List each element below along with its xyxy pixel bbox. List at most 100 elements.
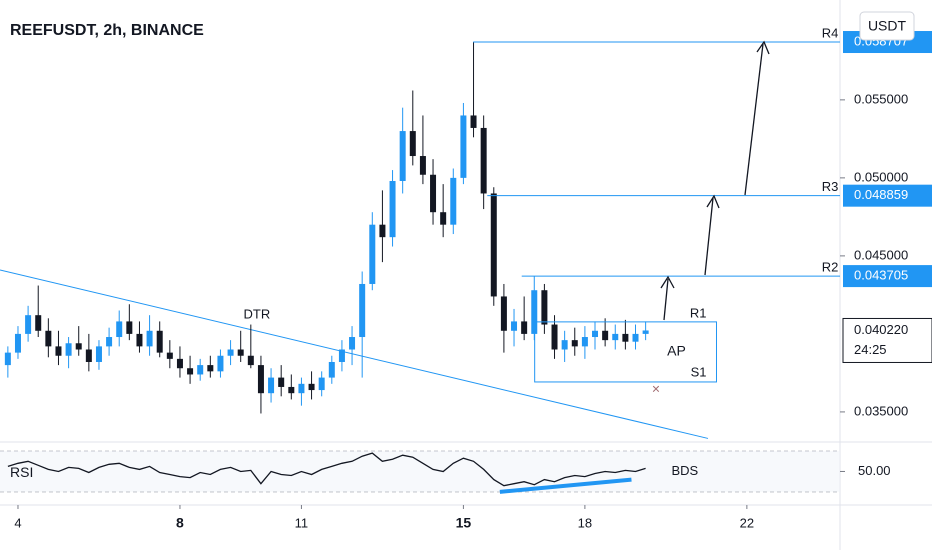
candle-body: [419, 156, 426, 175]
arrow-head: [660, 275, 675, 289]
candle-body: [14, 333, 21, 353]
level-price-label: 0.043705: [854, 268, 908, 283]
projection-arrows: [660, 40, 770, 321]
candle-body: [602, 330, 609, 341]
candle-body: [85, 349, 92, 362]
box-bottom-label: S1: [691, 364, 707, 379]
candle-body: [45, 330, 52, 347]
y-tick-label: 0.035000: [854, 403, 908, 418]
countdown-label: 24:25: [854, 342, 887, 357]
level-name: R2: [822, 260, 839, 275]
trendline: [0, 269, 709, 439]
candle-body: [399, 131, 406, 181]
candle-body: [531, 290, 538, 334]
candle-body: [166, 352, 173, 359]
candle-body: [470, 115, 477, 128]
candle-body: [308, 383, 315, 391]
x-tick-label: 15: [456, 515, 472, 531]
level-price-box: [843, 184, 932, 207]
candle-body: [521, 321, 528, 334]
arrow-head: [706, 194, 720, 209]
rsi-name: RSI: [10, 464, 33, 480]
candle-body: [511, 321, 518, 331]
y-tick-label: 0.055000: [854, 91, 908, 106]
candle-body: [622, 333, 629, 342]
divergence-line: [499, 477, 632, 494]
candle-body: [430, 174, 437, 213]
candle-body: [551, 324, 558, 350]
candle-body: [237, 349, 244, 356]
rsi-band-fill: [0, 451, 840, 492]
candle-body: [268, 377, 275, 394]
candle-body: [187, 368, 194, 375]
candle-body: [541, 290, 548, 325]
candle-body: [612, 333, 619, 341]
candle-body: [95, 346, 102, 362]
candle-body: [176, 358, 183, 369]
arrow-head: [756, 40, 770, 55]
candle-body: [592, 330, 599, 338]
candle-body: [349, 337, 356, 350]
candle-body: [642, 330, 649, 334]
candle-body: [35, 315, 42, 331]
arrow: [704, 197, 714, 276]
candle-body: [581, 337, 588, 347]
candle-body: [450, 177, 457, 225]
level-name: R3: [822, 179, 839, 194]
x-tick-label: 4: [14, 515, 21, 530]
x-tick-label: 22: [740, 515, 754, 530]
candle-body: [389, 180, 396, 238]
box-top-label: R1: [690, 305, 707, 320]
candle-body: [338, 349, 345, 362]
candle-body: [409, 131, 416, 157]
candle-body: [247, 355, 254, 366]
level-price-box: [843, 265, 932, 288]
candle-body: [227, 349, 234, 356]
candle-body: [632, 333, 639, 342]
candle-body: [440, 212, 447, 225]
x-tick-label: 18: [578, 515, 592, 530]
candle-body: [136, 333, 143, 347]
y-tick-label: 0.050000: [854, 169, 908, 184]
candle-body: [298, 383, 305, 394]
candle-body: [65, 343, 72, 356]
currency-box[interactable]: [859, 11, 915, 41]
candle-body: [126, 321, 133, 334]
candle-body: [288, 386, 295, 394]
candle-body: [257, 365, 264, 394]
chart-title: REEFUSDT, 2h, BINANCE: [10, 22, 204, 39]
arrow: [744, 43, 764, 196]
candle-body: [197, 365, 204, 375]
candle-body: [379, 224, 386, 238]
x-tick-label: 11: [295, 515, 309, 530]
range-box: [534, 321, 717, 383]
rsi-y-tick-label: 50.00: [858, 463, 891, 478]
candle-body: [571, 340, 578, 347]
candle-body: [359, 283, 366, 338]
candle-body: [318, 377, 325, 391]
candle-body: [278, 377, 285, 387]
last-price-box: [842, 317, 932, 363]
divergence-label: BDS: [671, 463, 698, 478]
cross-marker: ×: [652, 381, 660, 397]
candle-body: [75, 343, 82, 350]
candle-body: [460, 115, 467, 178]
candle-body: [207, 365, 214, 372]
candle-body: [369, 224, 376, 284]
level-name: R4: [822, 25, 839, 40]
candle-body: [561, 340, 568, 350]
candle-body: [116, 321, 123, 338]
candle-body: [25, 315, 32, 334]
level-price-label: 0.048859: [854, 187, 908, 202]
annotation: DTR: [244, 307, 271, 322]
candle-body: [328, 361, 335, 378]
candle-body: [156, 330, 163, 353]
currency-label[interactable]: USDT: [868, 18, 907, 34]
candle-body: [106, 337, 113, 347]
box-center-label: AP: [667, 343, 686, 359]
candle-body: [4, 352, 11, 366]
arrow: [663, 278, 669, 321]
y-tick-label: 0.045000: [854, 247, 908, 262]
